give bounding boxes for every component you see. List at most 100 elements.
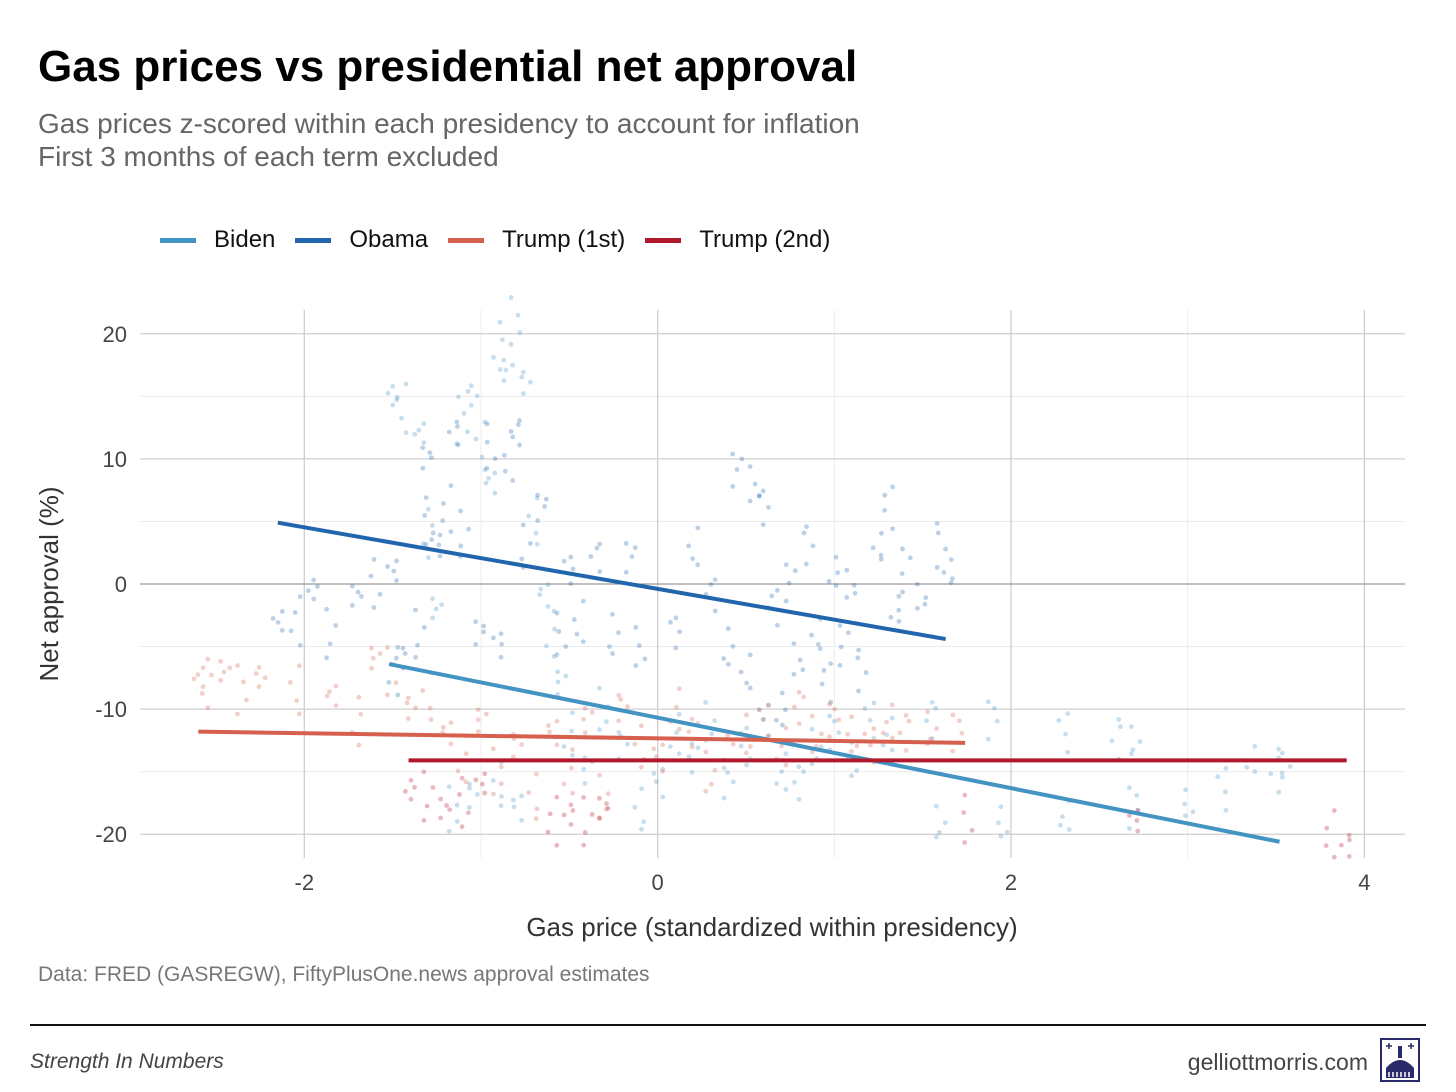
data-point (463, 779, 469, 785)
data-point (836, 730, 842, 735)
data-point (571, 617, 577, 622)
data-point (760, 717, 766, 722)
data-point (421, 421, 427, 427)
data-point (582, 705, 588, 711)
data-point (568, 581, 574, 587)
data-point (395, 644, 401, 650)
data-point (625, 704, 630, 710)
data-point (543, 643, 549, 649)
data-point (998, 833, 1004, 839)
data-point (796, 689, 802, 695)
y-tick-label: -20 (95, 822, 127, 847)
data-point (589, 812, 595, 817)
data-point (510, 434, 516, 440)
data-point (774, 781, 780, 787)
data-point (399, 415, 405, 421)
data-point (734, 467, 740, 472)
data-point (552, 626, 558, 632)
data-point (1323, 843, 1329, 849)
data-point (311, 577, 317, 583)
data-point (642, 656, 648, 662)
data-point (673, 645, 679, 651)
data-point (810, 543, 816, 549)
data-point (632, 741, 638, 747)
data-point (499, 337, 505, 343)
data-point (535, 518, 541, 524)
data-point (623, 541, 629, 546)
data-point (870, 545, 876, 551)
y-tick-label: 20 (103, 322, 127, 347)
data-point (605, 791, 611, 797)
data-point (607, 644, 612, 649)
data-point (551, 654, 557, 659)
data-point (570, 790, 576, 796)
data-point (468, 383, 474, 389)
data-point (827, 713, 833, 719)
data-point (520, 522, 526, 528)
data-point (867, 717, 873, 723)
data-point (708, 581, 714, 587)
data-point (832, 718, 837, 724)
data-point (519, 793, 525, 799)
data-point (508, 295, 514, 300)
data-point (1066, 827, 1072, 832)
data-point (948, 580, 954, 586)
data-point (1223, 807, 1229, 813)
legend: Biden Obama Trump (1st) Trump (2nd) (160, 226, 850, 254)
data-point (667, 744, 673, 749)
data-point (747, 498, 753, 504)
data-point (844, 567, 850, 573)
data-point (625, 741, 630, 747)
data-point (1129, 751, 1134, 757)
data-point (792, 779, 797, 785)
chart-title: Gas prices vs presidential net approval (38, 42, 858, 91)
data-point (1268, 771, 1274, 777)
data-point (725, 661, 731, 667)
data-point (556, 629, 562, 634)
data-point (492, 456, 498, 461)
data-point (503, 367, 509, 373)
data-point (490, 746, 496, 752)
data-point (580, 639, 586, 645)
data-point (896, 607, 902, 613)
data-point (1215, 774, 1221, 780)
data-point (582, 730, 588, 736)
data-point (349, 583, 355, 589)
data-point (497, 319, 503, 325)
data-point (588, 554, 594, 559)
data-point (927, 736, 933, 742)
data-point (570, 808, 576, 813)
data-point (709, 731, 714, 737)
site-link[interactable]: gelliottmorris.com (1187, 1049, 1368, 1075)
data-point (526, 790, 532, 795)
data-point (327, 641, 333, 647)
data-point (440, 518, 446, 524)
data-point (616, 718, 622, 724)
data-point (903, 713, 909, 718)
data-point (446, 828, 452, 834)
data-point (481, 623, 487, 629)
data-point (385, 564, 390, 569)
data-point (1182, 801, 1188, 807)
data-point (730, 484, 736, 489)
data-point (498, 803, 504, 809)
data-point (385, 390, 391, 396)
data-point (878, 530, 884, 536)
data-point (390, 402, 396, 408)
data-point (632, 545, 638, 551)
data-point (519, 374, 525, 380)
data-point (429, 537, 434, 543)
data-point (674, 704, 679, 710)
data-point (235, 663, 240, 668)
data-point (402, 651, 408, 656)
data-point (766, 703, 771, 708)
data-point (783, 787, 789, 792)
data-point (1252, 769, 1258, 774)
data-point (1331, 854, 1337, 860)
data-point (581, 794, 586, 800)
legend-item: Obama (295, 226, 428, 254)
data-point (454, 818, 460, 824)
data-point (570, 710, 575, 716)
data-point (765, 733, 771, 738)
data-point (581, 716, 586, 722)
